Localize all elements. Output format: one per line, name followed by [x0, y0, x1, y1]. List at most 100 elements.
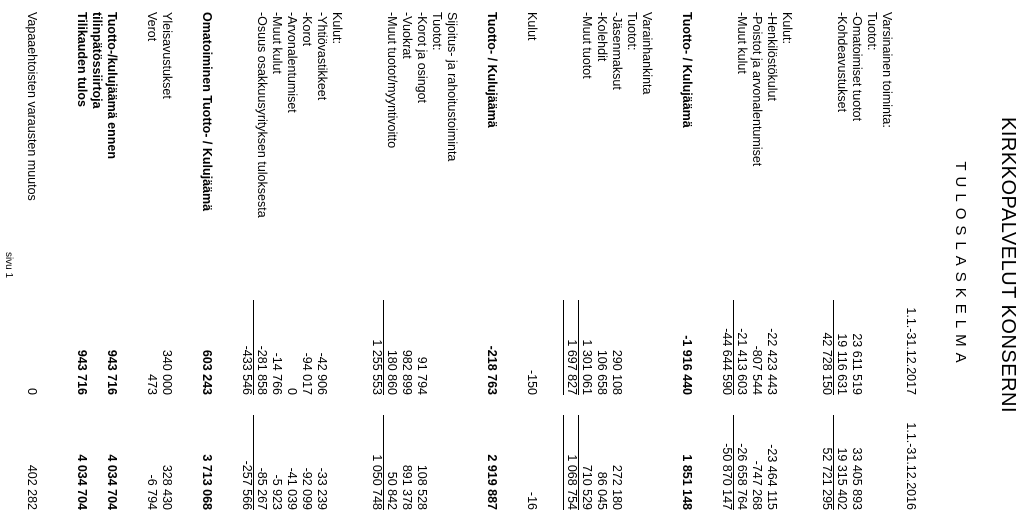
value-2017: -433 546	[240, 345, 254, 395]
row-label: -Muut tuotot/myyntivoitto	[385, 12, 399, 149]
value-2017: 982 899	[400, 349, 414, 395]
value-2017: -150	[525, 369, 539, 395]
row-label: Tuotto-/kulujäämä ennen	[105, 12, 119, 159]
value-2017: 19 116 631	[833, 300, 849, 395]
statement-row: Tuotto- / Kulujäämä -218 763 2 919 887	[484, 0, 499, 530]
row-label: tilinpätössiirtoja	[90, 12, 104, 109]
statement-row: -Muut tuotot 1 301 061 710 529	[578, 0, 594, 530]
statement-row: Vapaaehtoisten varausten muutos 0 402 282	[24, 0, 39, 530]
statement-row: -Kohdeavustukset 19 116 631 19 315 402	[833, 0, 849, 530]
value-2016: -6 794	[145, 474, 159, 510]
row-label: -Kolehdit	[595, 12, 609, 62]
value-2016: -92 099	[300, 467, 314, 510]
statement-row: Tuotot:	[624, 0, 639, 530]
value-2017: 943 716	[75, 349, 89, 395]
statement-row: Omatoiminen Tuotto- / Kulujäämä 603 243 3 …	[199, 0, 214, 530]
statement-row: -Jäsenmaksut 290 108 272 180	[609, 0, 624, 530]
statement-row: -Poistot ja arvonalentumiset -807 544 -747…	[749, 0, 764, 530]
row-label: Omatoiminen Tuotto- / Kulujäämä	[200, 12, 214, 212]
document-title: KIRKKOPALVELUT KONSERNI	[997, 116, 1019, 414]
row-label: Sijoitus- ja rahoitustoiminta	[445, 12, 459, 162]
value-2017: -807 544	[750, 345, 764, 395]
statement-row: 1 255 553 1 050 748	[369, 0, 384, 530]
statement-row: -Arvonalentumiset 0 -41 039	[284, 0, 299, 530]
row-label: -Kohdeavustukset	[835, 12, 849, 113]
value-2017: 180 860	[383, 300, 399, 395]
value-2017: 290 108	[610, 349, 624, 395]
statement-row: -Vuokrat 982 899 891 378	[399, 0, 414, 530]
value-2017: 943 716	[105, 349, 119, 395]
statement-row: 42 728 150 52 721 295	[819, 0, 834, 530]
value-2017: 603 243	[200, 349, 214, 395]
page-number: sivu 1	[3, 251, 14, 279]
value-2017: 340 000	[160, 349, 174, 395]
statement-row: Tuotto- / Kulujäämä -1 916 440 1 851 148	[679, 0, 694, 530]
statement-row: -Korot ja osingot 91 794 108 528	[414, 0, 429, 530]
statement-row: -Osuus osakkuusyrityksen tuloksesta -281 …	[253, 0, 269, 530]
row-label: -Korot	[300, 12, 314, 47]
value-2016: 2 919 887	[485, 454, 499, 510]
value-2017: 1 301 061	[578, 300, 594, 395]
value-2016: 4 034 704	[75, 454, 89, 510]
value-2016: 1 068 754	[563, 415, 579, 510]
value-2017: -281 858	[253, 300, 269, 395]
statement-row: Varsinainen toiminta:	[879, 0, 894, 530]
row-label: -Osuus osakkuusyrityksen tuloksesta	[255, 12, 269, 218]
row-label: -Vuokrat	[400, 12, 414, 59]
statement-row: -433 546 -257 566	[239, 0, 254, 530]
value-2017: 106 658	[595, 349, 609, 395]
value-2016: 710 529	[578, 415, 594, 510]
value-2017: 1 697 827	[563, 300, 579, 395]
statement-row: -Muut tuotot/myyntivoitto 180 860 50 842	[383, 0, 399, 530]
statement-row: -44 644 590 -50 870 147	[719, 0, 734, 530]
statement-row: -Yhtiövastikkeet -42 906 -33 239	[314, 0, 329, 530]
row-label: Tuotot:	[625, 12, 639, 51]
statement-row: Kulut:	[779, 0, 794, 530]
row-label: -Muut tuotot	[580, 12, 594, 79]
statement-row: Kulut:	[329, 0, 344, 530]
row-label: -Muut kulut	[735, 12, 749, 74]
value-2017: -44 644 590	[720, 328, 734, 395]
statement-row: Verot 473 -6 794	[144, 0, 159, 530]
row-label: -Poistot ja arvonalentumiset	[750, 12, 764, 167]
value-2016: 33 405 893	[850, 447, 864, 510]
value-2016: 272 180	[610, 464, 624, 510]
statement-row: -Muut kulut -21 413 603 -26 658 764	[733, 0, 749, 530]
value-2016: 108 528	[415, 464, 429, 510]
statement-row: 1 697 827 1 068 754	[563, 0, 579, 530]
value-2016: 402 282	[25, 464, 39, 510]
row-label: Vapaaehtoisten varausten muutos	[25, 12, 39, 201]
row-label: -Arvonalentumiset	[285, 12, 299, 113]
value-2017: -42 906	[315, 352, 329, 395]
value-2016: 3 713 068	[200, 454, 214, 510]
value-2016: -26 658 764	[733, 415, 749, 510]
row-label: Varainhankinta	[640, 12, 654, 95]
statement-row: -Henkilöstökulut -22 423 443 -23 464 115	[764, 0, 779, 530]
statement-row: -Muut kulut -14 766 -5 923	[269, 0, 284, 530]
statement-row: Tuotot:	[864, 0, 879, 530]
value-2017: 1 255 553	[370, 339, 384, 395]
statement-row: -Korot -94 017 -92 099	[299, 0, 314, 530]
row-label: -Henkilöstökulut	[765, 12, 779, 101]
value-2016: -41 039	[285, 467, 299, 510]
value-2016: -33 239	[315, 467, 329, 510]
row-label: -Korot ja osingot	[415, 12, 429, 104]
value-2016: 891 378	[400, 464, 414, 510]
value-2016: 328 430	[160, 464, 174, 510]
value-2017: 0	[25, 388, 39, 395]
row-label: Tilikauden tulos	[75, 12, 89, 107]
row-label: -Muut kulut	[270, 12, 284, 74]
value-2016: -23 464 115	[765, 444, 779, 510]
row-label: Tuotot:	[865, 12, 879, 51]
column-header-2016: 1.1.-31.12.2016	[904, 422, 918, 510]
value-2016: -5 923	[270, 474, 284, 510]
row-label: Varsinainen toiminta:	[880, 12, 894, 128]
value-2016: -85 267	[253, 415, 269, 510]
value-2017: -1 916 440	[680, 335, 694, 395]
column-header-2017: 1.1.-31.12.2017	[904, 307, 918, 395]
row-label: Tuotto- / Kulujäämä	[485, 12, 499, 128]
statement-row: Tuotot:	[429, 0, 444, 530]
statement-row: Varainhankinta	[639, 0, 654, 530]
statement-row: tilinpätössiirtoja	[89, 0, 104, 530]
row-label: Tuotot:	[430, 12, 444, 51]
